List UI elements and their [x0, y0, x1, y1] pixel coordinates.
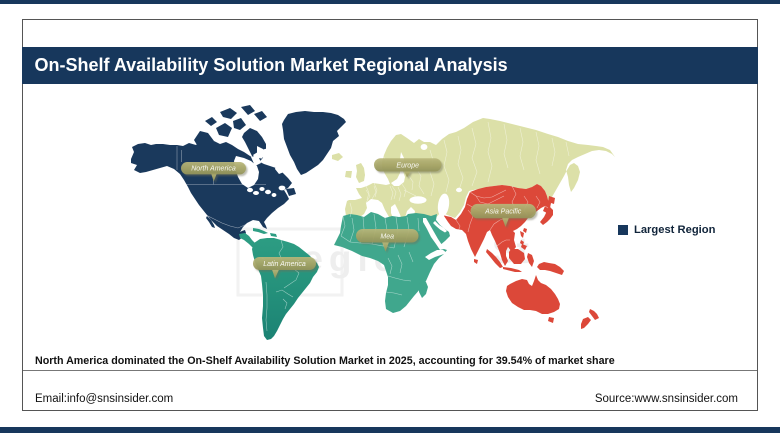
- svg-text:Latin America: Latin America: [263, 261, 306, 268]
- svg-text:Europe: Europe: [396, 162, 419, 169]
- svg-text:Asia Pacific: Asia Pacific: [484, 209, 522, 216]
- svg-text:North America: North America: [191, 166, 236, 173]
- svg-text:Mea: Mea: [380, 233, 394, 240]
